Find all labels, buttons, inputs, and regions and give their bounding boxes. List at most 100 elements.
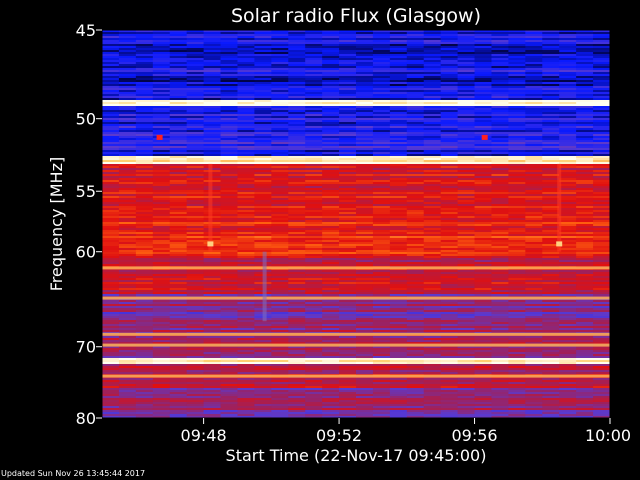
heatmap-cell — [440, 48, 459, 51]
heatmap-cell — [203, 62, 222, 65]
heatmap-cell — [322, 316, 340, 319]
heatmap-cell — [271, 324, 289, 327]
heatmap-cell — [118, 174, 137, 177]
heatmap-cell — [203, 154, 222, 157]
heatmap-cell — [288, 86, 306, 89]
heatmap-cell — [169, 246, 188, 249]
heatmap-cell — [203, 64, 222, 67]
heatmap-cell — [389, 288, 408, 291]
heatmap-cell — [491, 218, 509, 221]
heatmap-cell — [356, 64, 374, 67]
heatmap-cell — [118, 178, 137, 181]
heatmap-cell — [525, 134, 543, 137]
heatmap-cell — [271, 36, 289, 39]
heatmap-cell — [152, 48, 171, 51]
heatmap-cell — [508, 228, 526, 231]
heatmap-cell — [169, 104, 188, 107]
heatmap-cell — [220, 324, 239, 327]
heatmap-cell — [254, 78, 272, 81]
heatmap-cell — [440, 200, 459, 203]
heatmap-cell — [339, 138, 357, 141]
heatmap-cell — [288, 348, 306, 351]
heatmap-cell — [474, 168, 493, 171]
heatmap-cell — [372, 250, 391, 253]
heatmap-cell — [102, 62, 120, 65]
heatmap-cell — [254, 326, 272, 329]
heatmap-cell — [423, 46, 442, 49]
heatmap-cell — [271, 288, 289, 291]
heatmap-cell — [135, 56, 154, 59]
heatmap-cell — [576, 304, 594, 307]
heatmap-cell — [339, 346, 357, 349]
heatmap-cell — [237, 318, 255, 321]
heatmap-cell — [474, 246, 493, 249]
heatmap-cell — [186, 350, 205, 353]
heatmap-cell — [389, 240, 408, 243]
heatmap-cell — [135, 208, 154, 211]
heatmap-cell — [423, 164, 442, 167]
heatmap-cell — [322, 342, 340, 345]
heatmap-cell — [152, 116, 171, 119]
heatmap-cell — [118, 196, 137, 199]
heatmap-cell — [593, 238, 610, 241]
heatmap-cell — [440, 210, 459, 213]
heatmap-cell — [457, 134, 476, 137]
heatmap-cell — [508, 36, 526, 39]
heatmap-cell — [508, 176, 526, 179]
heatmap-cell — [356, 56, 374, 59]
heatmap-cell — [542, 66, 560, 69]
heatmap-cell — [237, 238, 255, 241]
heatmap-cell — [322, 210, 340, 213]
heatmap-cell — [152, 62, 171, 65]
heatmap-cell — [118, 152, 137, 155]
heatmap-cell — [576, 78, 594, 81]
heatmap-cell — [322, 282, 340, 285]
heatmap-cell — [322, 320, 340, 323]
heatmap-cell — [237, 46, 255, 49]
heatmap-cell — [305, 118, 323, 121]
heatmap-cell — [525, 306, 543, 309]
heatmap-cell — [440, 280, 459, 283]
heatmap-cell — [305, 160, 323, 163]
heatmap-cell — [423, 98, 442, 101]
heatmap-cell — [559, 138, 577, 141]
heatmap-cell — [305, 244, 323, 247]
heatmap-cell — [576, 350, 594, 353]
heatmap-cell — [356, 320, 374, 323]
heatmap-cell — [593, 84, 610, 87]
heatmap-cell — [423, 290, 442, 293]
heatmap-cell — [508, 192, 526, 195]
heatmap-cell — [339, 108, 357, 111]
heatmap-cell — [152, 318, 171, 321]
heatmap-cell — [305, 38, 323, 41]
heatmap-cell — [406, 210, 425, 213]
heatmap-cell — [237, 262, 255, 265]
heatmap-cell — [576, 206, 594, 209]
heatmap-cell — [491, 300, 509, 303]
heatmap-cell — [474, 206, 493, 209]
heatmap-cell — [576, 110, 594, 113]
heatmap-cell — [389, 128, 408, 131]
heatmap-cell — [237, 204, 255, 207]
heatmap-cell — [237, 36, 255, 39]
heatmap-cell — [542, 44, 560, 47]
heatmap-cell — [440, 108, 459, 111]
heatmap-cell — [169, 328, 188, 331]
heatmap-cell — [322, 248, 340, 251]
heatmap-cell — [440, 274, 459, 277]
heatmap-cell — [118, 286, 137, 289]
heatmap-cell — [559, 84, 577, 87]
heatmap-cell — [135, 278, 154, 281]
heatmap-cell — [102, 96, 120, 99]
heatmap-cell — [288, 32, 306, 35]
heatmap-cell — [508, 182, 526, 185]
heatmap-cell — [339, 172, 357, 175]
heatmap-cell — [389, 132, 408, 135]
heatmap-cell — [356, 156, 374, 159]
heatmap-cell — [559, 302, 577, 305]
heatmap-cell — [169, 200, 188, 203]
heatmap-cell — [102, 320, 120, 323]
heatmap-cell — [288, 156, 306, 159]
heatmap-cell — [576, 88, 594, 91]
heatmap-cell — [525, 114, 543, 117]
